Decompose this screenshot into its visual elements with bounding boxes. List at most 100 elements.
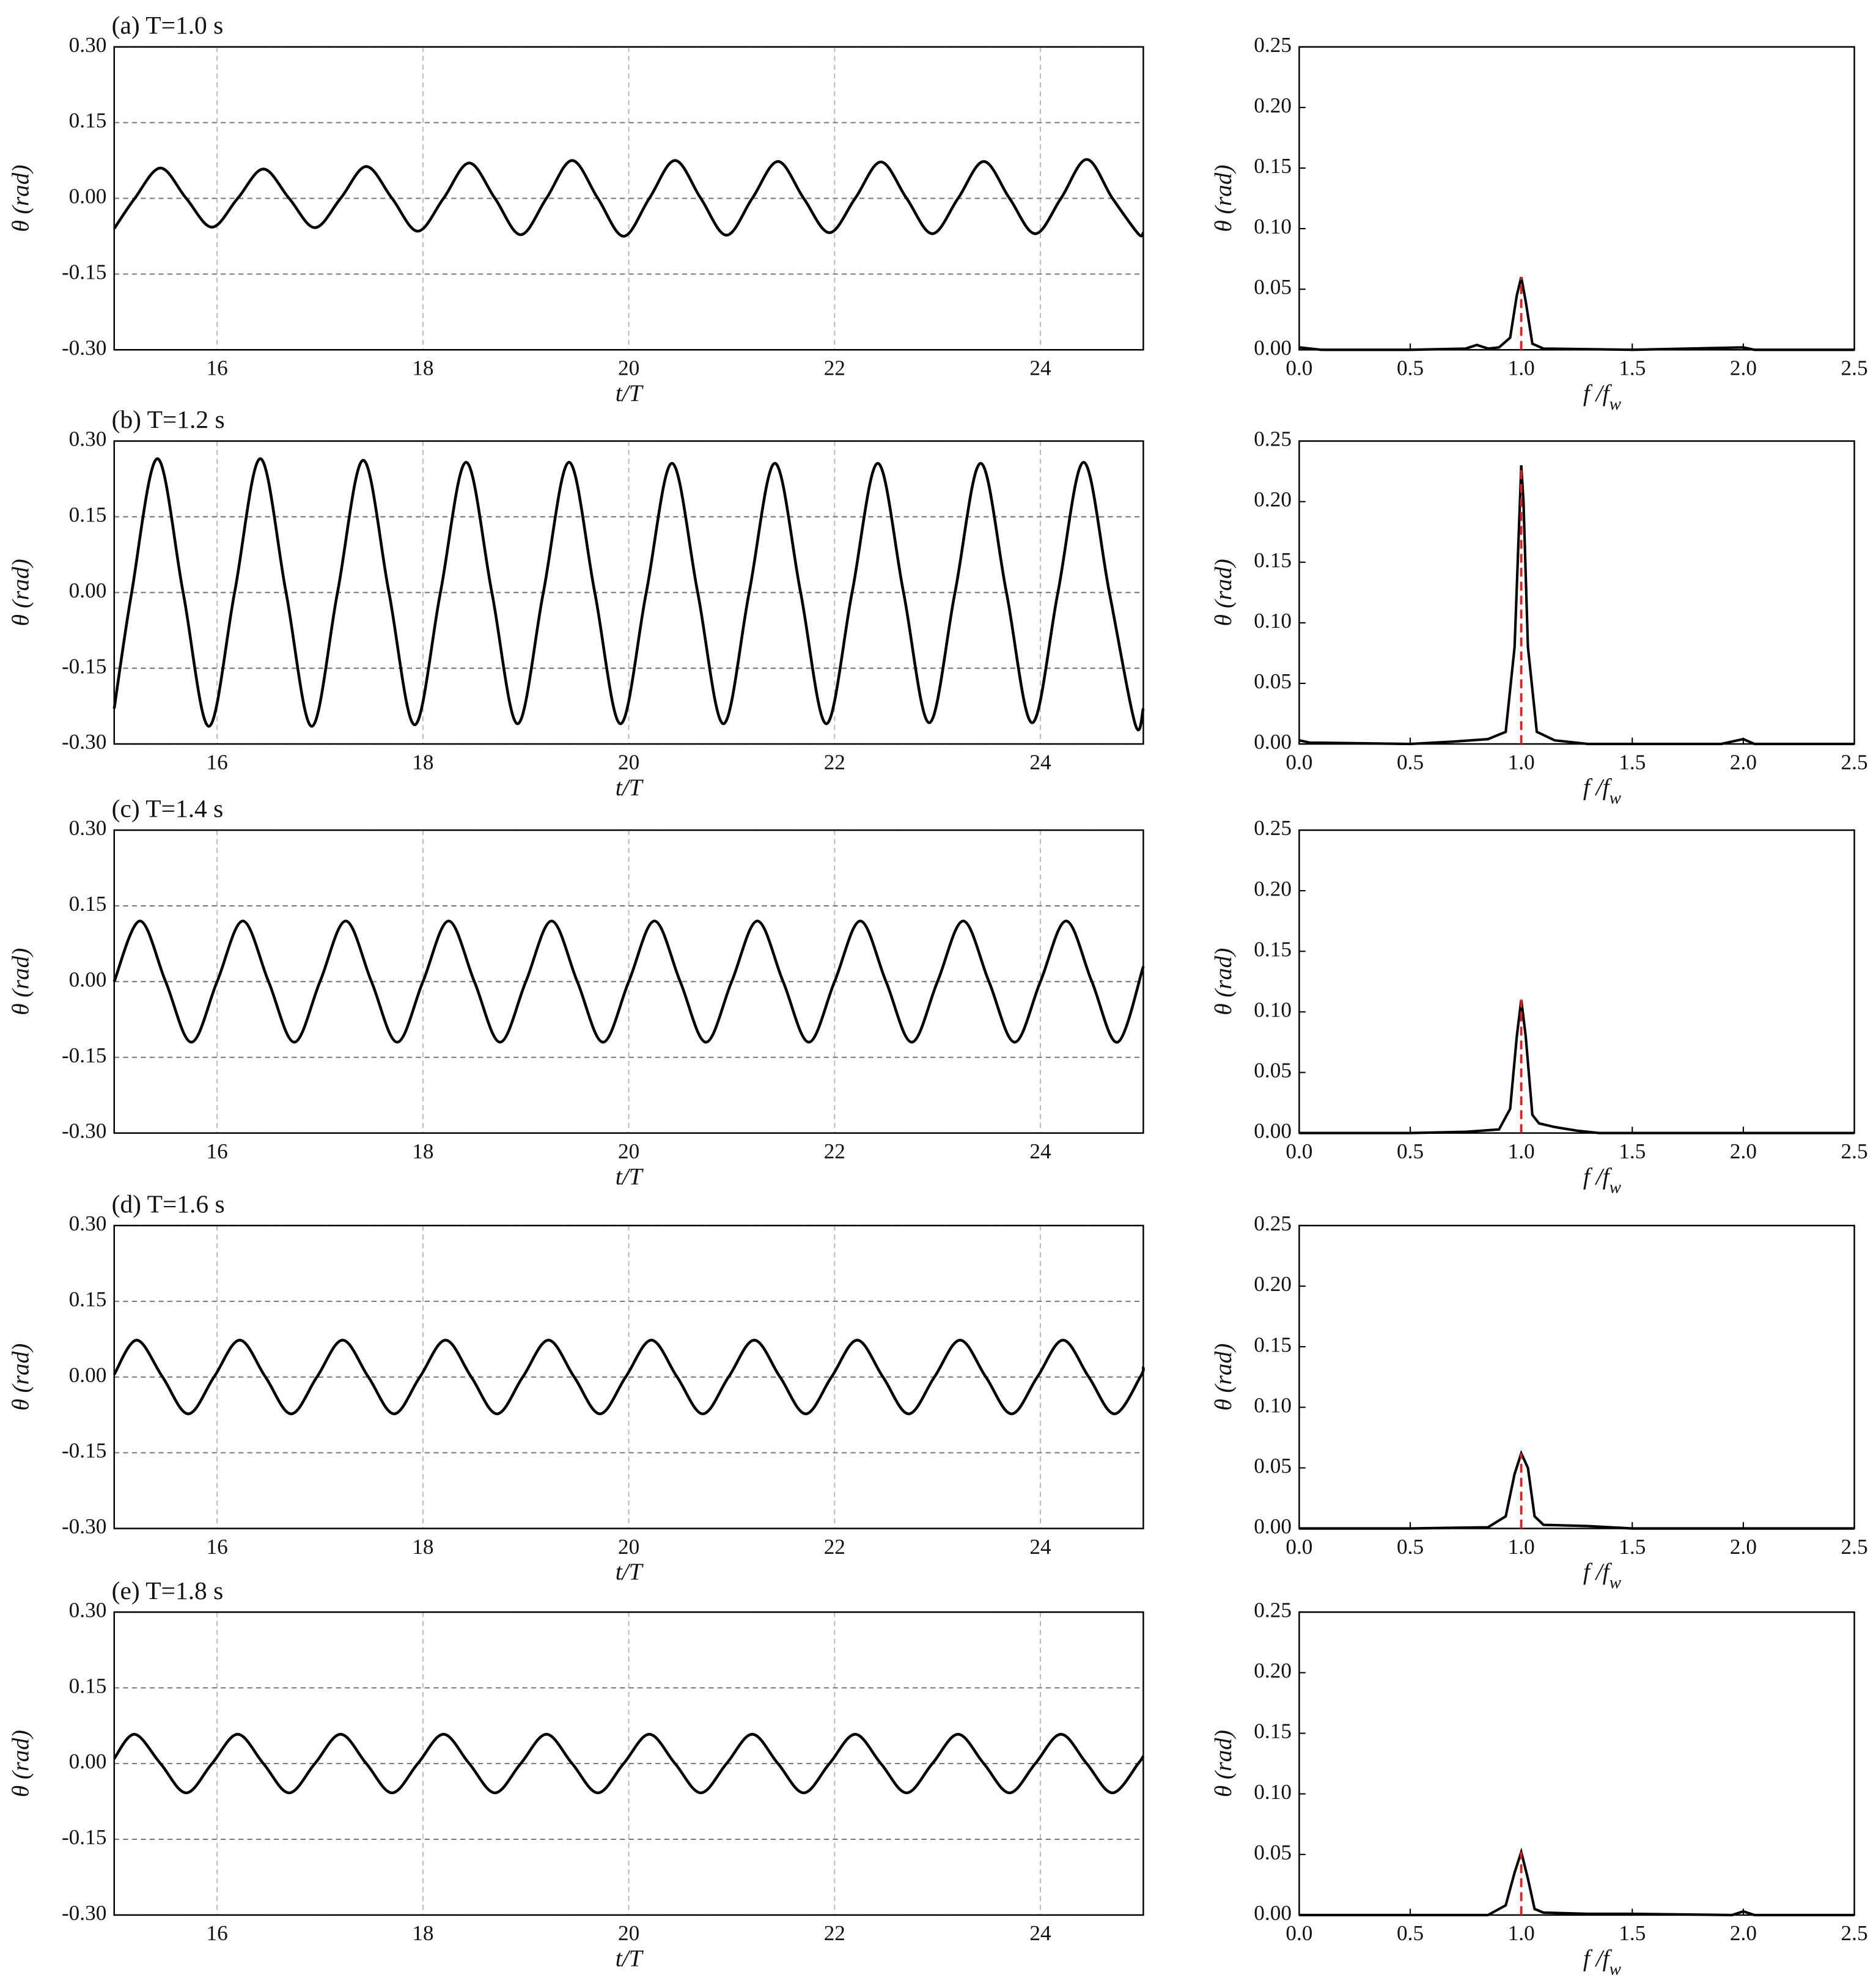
panel: 16 18 20 22 24 -0.30 -0.15 0.00 0.15 0.30(d) T=1.… [7,1190,1145,1585]
data-line [112,158,1145,238]
y-tick-label: 0.15 [69,892,107,916]
x-tick-label: 24 [1029,356,1051,380]
y-tick-label: -0.30 [62,1515,106,1539]
x-tick-label: 0.5 [1397,1535,1424,1559]
x-tick-label: 20 [618,750,639,774]
x-tick-label: 2.5 [1841,1139,1868,1163]
plot-frame [1298,1611,1855,1916]
plot-frame [1298,440,1855,745]
x-axis-label-part: w [1609,1959,1622,1979]
x-axis-label: t/T [616,1945,644,1972]
x-tick-label: 0.0 [1286,750,1312,774]
plot-frame [1298,1224,1855,1529]
y-tick-label: 0.25 [1254,816,1292,840]
x-tick-label: 0.0 [1286,1921,1312,1945]
panel: 0.0 0.5 1.0 1.5 2.0 2.5 0.00 0.05 0.10 0.15 0.20 0.… [1210,816,1867,1197]
panel-title: (e) T=1.8 s [112,1576,224,1605]
y-tick-label: 0.10 [1254,609,1292,633]
data-line [112,919,1145,1044]
x-tick-label: 20 [618,1921,639,1945]
y-tick-label: -0.15 [62,1043,106,1067]
x-tick-label: 1.5 [1619,1535,1646,1559]
x-axis-label: f /fw [1583,1163,1622,1197]
panel: 0.0 0.5 1.0 1.5 2.0 2.5 0.00 0.05 0.10 0.15 0.20 0.… [1210,1212,1867,1592]
y-axis-label: θ (rad) [1210,559,1237,626]
x-tick-label: 2.0 [1730,1139,1757,1163]
x-tick-label: 24 [1029,750,1051,774]
y-tick-label: 0.05 [1254,1059,1292,1083]
y-tick-label: 0.00 [1254,336,1292,359]
x-tick-label: 16 [207,1535,228,1559]
x-tick-label: 16 [207,1139,228,1163]
y-tick-label: -0.15 [62,1439,106,1463]
x-axis-label: f /fw [1583,380,1622,414]
y-axis-label: θ (rad) [7,948,34,1015]
x-tick-label: 18 [412,1535,433,1559]
data-line [112,1732,1145,1795]
x-tick-label: 18 [412,1139,433,1163]
y-tick-label: 0.10 [1254,1780,1292,1804]
y-tick-label: 0.15 [1254,937,1292,961]
y-tick-label: 0.05 [1254,275,1292,299]
spectrum-line [1299,999,1855,1135]
y-tick-label: 0.30 [69,1598,107,1622]
spectrum-line [1298,465,1855,746]
y-tick-label: 0.00 [69,578,107,602]
y-tick-label: 0.10 [1254,1393,1292,1417]
plot-frame [113,440,1144,745]
x-tick-label: 24 [1029,1921,1051,1945]
x-tick-label: 18 [412,356,433,380]
plot-frame [1298,46,1855,351]
x-tick-label: 1.5 [1619,1921,1646,1945]
x-tick-label: 2.0 [1730,356,1757,380]
x-tick-label: 24 [1029,1139,1051,1163]
x-axis-label: f /fw [1583,1558,1622,1592]
x-tick-label: 18 [412,1921,433,1945]
x-axis-label-part: f /f [1583,1945,1613,1972]
y-tick-label: 0.10 [1254,998,1292,1021]
y-tick-label: 0.20 [1254,1272,1292,1296]
y-tick-label: 0.20 [1254,1659,1292,1683]
x-tick-label: 22 [824,1921,845,1945]
x-tick-label: 20 [618,356,639,380]
y-tick-label: 0.30 [69,1212,107,1235]
x-tick-label: 0.0 [1286,1139,1312,1163]
y-tick-label: 0.00 [69,185,107,208]
plot-frame [113,1224,1144,1529]
y-tick-label: 0.00 [1254,1515,1292,1539]
panel-title: (d) T=1.6 s [112,1190,225,1218]
panel-title: (a) T=1.0 s [112,11,224,40]
x-tick-label: 2.5 [1841,1921,1868,1945]
x-tick-label: 0.5 [1397,750,1424,774]
x-tick-label: 1.0 [1508,1535,1535,1559]
y-tick-label: 0.20 [1254,488,1292,512]
x-tick-label: 0.5 [1397,1139,1424,1163]
y-tick-label: 0.25 [1254,1598,1292,1622]
y-tick-label: 0.15 [1254,154,1292,178]
x-tick-label: 1.5 [1619,1139,1646,1163]
spectrum-line [1299,276,1855,351]
x-tick-label: 0.0 [1286,1535,1312,1559]
y-tick-label: 0.25 [1254,33,1292,57]
spectrum-line [1299,1449,1855,1530]
x-tick-label: 1.0 [1508,356,1535,380]
spectrum-line [1299,1847,1855,1916]
x-axis-label-part: w [1609,1573,1622,1592]
panel: 0.0 0.5 1.0 1.5 2.0 2.5 0.00 0.05 0.10 0.15 0.20 0.… [1210,33,1867,414]
y-tick-label: 0.25 [1254,1212,1292,1235]
x-tick-label: 1.0 [1508,1139,1535,1163]
y-axis-label: θ (rad) [7,1730,34,1797]
plot-frame [113,46,1144,351]
y-tick-label: 0.00 [1254,1119,1292,1143]
y-tick-label: 0.30 [69,33,107,57]
plot-frame [1298,829,1855,1134]
x-tick-label: 2.0 [1730,1535,1757,1559]
y-tick-label: -0.30 [62,1901,106,1925]
panel: 16 18 20 22 24 -0.30 -0.15 0.00 0.15 0.30(a) T=1.… [7,11,1145,406]
x-tick-label: 22 [824,356,845,380]
y-tick-label: 0.15 [1254,548,1292,572]
y-tick-label: 0.15 [69,109,107,133]
y-tick-label: 0.00 [69,1749,107,1773]
y-tick-label: 0.30 [69,427,107,451]
